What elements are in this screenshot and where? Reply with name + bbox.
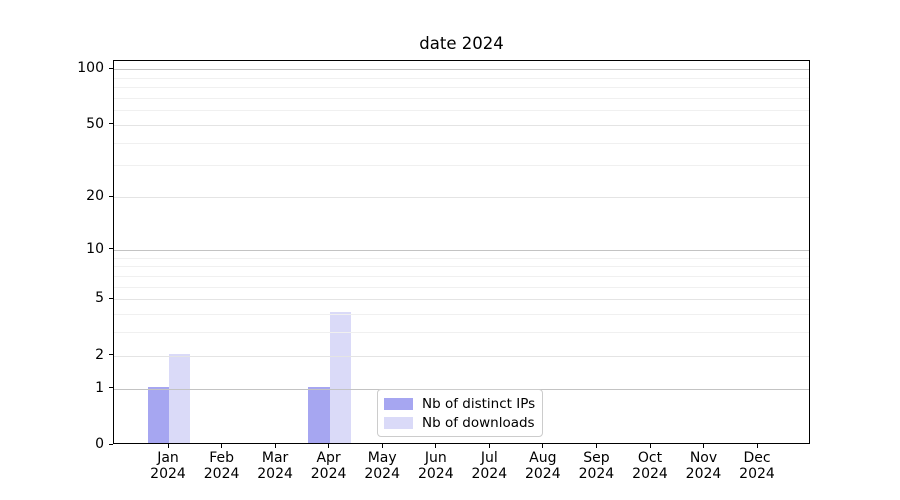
grid-line-minor [114,286,809,288]
grid-line-minor [114,77,809,79]
x-tick-mark [381,444,383,448]
grid-line-light [114,355,809,357]
grid-line-light [114,197,809,199]
legend-label-downloads: Nb of downloads [422,414,535,431]
x-tick-year: 2024 [203,465,240,482]
grid-line-minor [114,313,809,315]
x-tick-year: 2024 [257,465,293,482]
grid-line-light [114,299,809,301]
grid-line-minor [114,275,809,277]
x-tick-month: May [367,450,397,466]
grid-line-minor [114,142,809,144]
x-tick-year: 2024 [364,465,400,482]
x-tick-mark [167,444,169,448]
x-tick-label-nov: Nov 2024 [672,450,736,482]
legend-label-distinct-ips: Nb of distinct IPs [422,395,536,412]
x-tick-label-dec: Dec 2024 [725,450,789,482]
y-tick-label: 0 [95,436,104,452]
x-tick-month: Oct [637,450,663,466]
grid-line-minor [114,257,809,259]
legend: Nb of distinct IPs Nb of downloads [377,389,543,437]
y-tick-label: 2 [95,346,104,363]
y-tick-mark [109,443,113,445]
y-tick-label: 100 [77,60,104,77]
x-tick-year: 2024 [417,465,454,482]
legend-row-distinct-ips: Nb of distinct IPs [384,395,536,412]
y-tick-mark [109,354,113,355]
x-tick-mark [221,444,223,448]
y-tick-mark [109,123,113,125]
y-tick-mark [109,195,113,197]
x-tick-month: Apr [316,450,341,466]
x-tick-month: Aug [529,450,557,466]
x-tick-year: 2024 [685,465,722,482]
x-tick-mark [756,444,758,448]
grid-line-minor [114,266,809,268]
grid-line-minor [114,110,809,112]
x-tick-month: Nov [689,450,718,466]
x-tick-year: 2024 [632,465,668,482]
x-tick-label-jul: Jul 2024 [457,450,521,482]
x-tick-month: Feb [209,450,234,466]
y-tick-label: 5 [95,290,104,307]
grid-line-major [114,249,809,251]
x-tick-label-jan: Jan 2024 [136,450,200,482]
x-tick-year: 2024 [310,465,347,482]
y-tick-mark [109,248,113,250]
legend-swatch-downloads [384,416,413,429]
grid-line-major [114,69,809,71]
x-tick-label-apr: Apr 2024 [297,450,361,482]
chart-title: date 2024 [419,34,504,53]
y-tick-label: 10 [86,240,104,257]
grid-line-minor [114,97,809,99]
x-tick-label-mar: Mar 2024 [243,450,307,482]
plot-area [113,60,810,444]
x-tick-mark [435,444,437,448]
x-tick-label-aug: Aug 2024 [511,450,575,482]
x-tick-label-oct: Oct 2024 [618,450,682,482]
x-tick-year: 2024 [578,465,615,482]
x-tick-month: Jul [480,450,498,466]
bar-downloads-apr [329,311,351,443]
y-tick-mark [109,297,113,299]
grid-line-minor [114,87,809,89]
x-tick-month: Mar [261,450,289,466]
x-tick-month: Sep [583,450,610,466]
y-tick-label: 20 [86,188,104,205]
x-tick-month: Jan [157,450,179,466]
legend-row-downloads: Nb of downloads [384,414,535,431]
x-tick-mark [274,444,276,448]
bar-downloads-jan [169,353,191,443]
x-tick-year: 2024 [524,465,561,482]
bar-distinct-ips-apr [308,386,330,443]
x-tick-mark [703,444,704,448]
x-tick-month: Jun [424,450,447,466]
y-tick-mark [109,67,113,69]
grid-line-minor [114,332,809,334]
x-tick-mark [542,444,544,448]
x-tick-label-jun: Jun 2024 [404,450,468,482]
x-tick-mark [649,444,651,448]
grid-line-light [114,124,809,126]
x-tick-label-feb: Feb 2024 [190,450,254,482]
x-tick-year: 2024 [150,465,186,482]
y-tick-label: 1 [95,379,104,396]
x-tick-month: Dec [743,450,771,466]
x-tick-year: 2024 [739,465,775,482]
x-tick-mark [595,444,597,448]
bar-distinct-ips-jan [147,386,169,443]
x-tick-year: 2024 [471,465,508,482]
x-tick-mark [488,444,490,448]
x-tick-label-sep: Sep 2024 [564,450,628,482]
grid-line-minor [114,165,809,167]
y-tick-mark [109,387,113,389]
x-tick-mark [328,444,330,448]
legend-swatch-distinct-ips [384,397,413,410]
x-tick-label-may: May 2024 [350,450,414,482]
y-tick-label: 50 [86,115,104,132]
